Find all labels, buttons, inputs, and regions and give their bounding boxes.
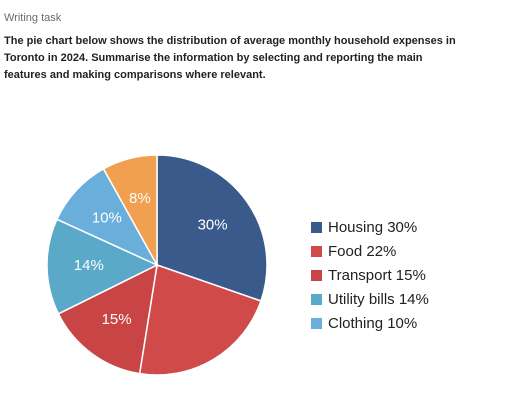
legend-label: Transport 15% xyxy=(328,267,426,284)
task-prompt-line: The pie chart below shows the distributi… xyxy=(4,35,456,47)
legend-swatch xyxy=(311,222,322,233)
pie-chart-area: 30% 15% 14% 10% 8% Housing 30% Food 22% Transpo… xyxy=(0,140,512,408)
pie-slice xyxy=(156,154,268,302)
legend-swatch xyxy=(311,318,322,329)
legend-label: Housing 30% xyxy=(328,219,417,236)
pie-slice-label: 10% xyxy=(92,210,122,227)
task-prompt-line: Toronto in 2024. Summarise the informati… xyxy=(4,52,423,64)
pie-slice-label: 15% xyxy=(102,311,132,328)
task-label: Writing task xyxy=(4,12,62,24)
pie-slice xyxy=(138,263,262,376)
pie-chart: 30% 15% 14% 10% 8% Housing 30% Food 22% Transpo… xyxy=(46,154,429,376)
pie-slice-label: 30% xyxy=(198,216,228,233)
pie-slice xyxy=(102,154,158,268)
pie-slice xyxy=(46,218,159,315)
legend-label: Food 22% xyxy=(328,243,396,260)
task-prompt-line: features and making comparisons where re… xyxy=(4,69,266,81)
pie-slice-label: 14% xyxy=(74,257,104,274)
legend-swatch xyxy=(311,294,322,305)
legend-label: Utility bills 14% xyxy=(328,291,429,308)
legend-swatch xyxy=(311,270,322,281)
legend-label: Clothing 10% xyxy=(328,315,417,332)
pie-slice-label: 8% xyxy=(129,190,151,207)
legend-swatch xyxy=(311,246,322,257)
pie-slice xyxy=(57,263,158,375)
task-prompt: The pie chart below shows the distributi… xyxy=(4,33,504,84)
